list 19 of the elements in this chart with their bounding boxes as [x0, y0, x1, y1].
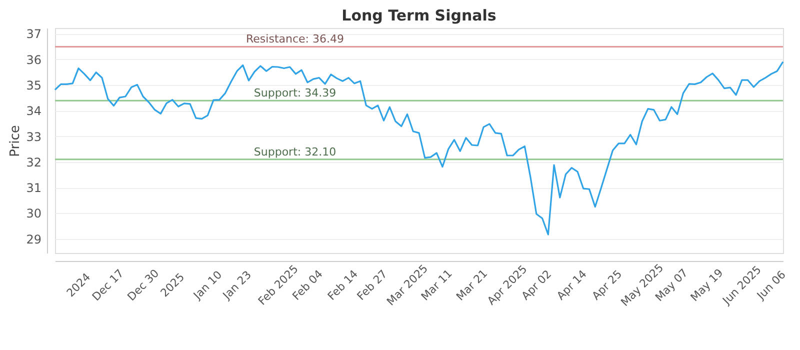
y-axis-title: Price — [8, 125, 24, 157]
ref-line-label: Support: 34.39 — [254, 86, 336, 100]
line-series — [54, 61, 784, 236]
y-tick-label: 35 — [26, 78, 42, 92]
ref-line-label: Resistance: 36.49 — [246, 32, 344, 46]
y-tick-label: 37 — [26, 27, 42, 42]
y-tick-label: 33 — [26, 130, 42, 144]
y-tick-label: 36 — [26, 52, 42, 67]
y-tick-label: 29 — [26, 232, 42, 246]
y-tick-label: 30 — [26, 206, 42, 221]
x-tick-label: Jan 23 — [220, 268, 254, 303]
y-tick-label: 31 — [26, 181, 42, 196]
ref-line-label: Support: 32.10 — [254, 145, 336, 158]
y-tick-label: 34 — [26, 104, 42, 118]
chart-title: Long Term Signals — [342, 6, 496, 25]
x-tick-label: Dec 30 — [124, 266, 162, 304]
x-tick-label: Dec 17 — [90, 266, 126, 304]
x-tick-label: Apr 14 — [554, 268, 590, 303]
y-tick-label: 32 — [26, 155, 42, 170]
